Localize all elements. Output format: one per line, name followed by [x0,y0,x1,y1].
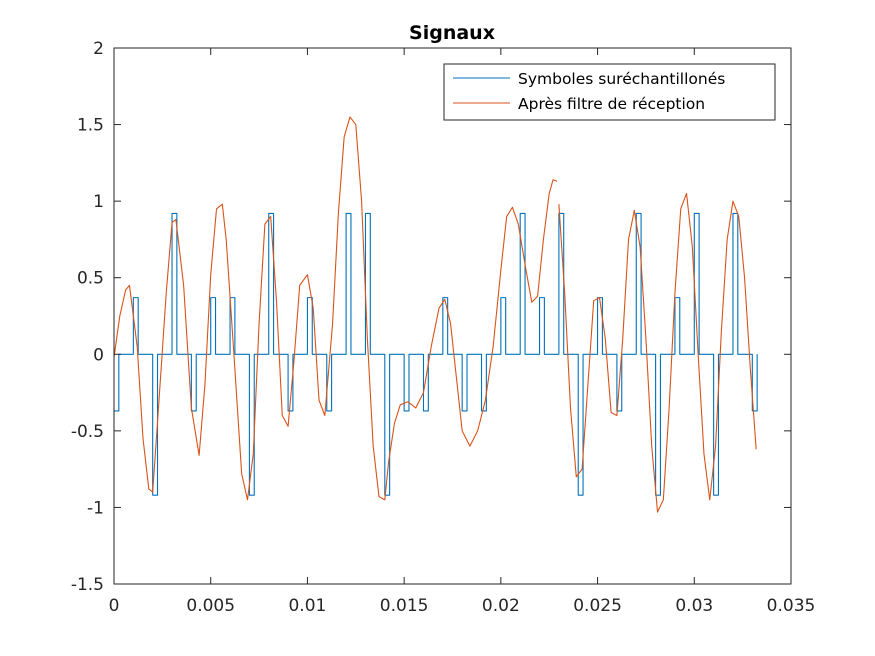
y-tick-label: -1 [87,498,104,518]
x-tick-label: 0.025 [573,596,622,616]
legend-box [443,63,776,121]
y-tick-label: -1.5 [71,575,104,595]
series-layer [113,116,758,513]
legend-label: Après filtre de réception [518,95,705,113]
axes-layer: 0 0.005 0.01 0.015 0.02 0.025 0.03 0.035 -1.5 -1 -… [71,39,816,616]
chart-title: Signaux [409,22,495,44]
x-tick-label: 0.02 [482,596,520,616]
x-tick-label: 0.035 [767,596,816,616]
x-tick-label: 0.03 [675,596,713,616]
y-tick-label: -0.5 [71,422,104,442]
series-line-0 [114,212,758,496]
y-tick-label: 2 [93,39,104,59]
series-line-2 [558,192,757,513]
y-tick-label: 0.5 [77,269,104,289]
y-tick-label: 1.5 [77,116,104,136]
series-line-1 [113,116,558,501]
legend: Symboles suréchantillonés Après filtre de… [443,63,776,121]
x-tick-label: 0.005 [186,596,235,616]
legend-label: Symboles suréchantillonés [518,70,725,88]
x-tick-label: 0.01 [288,596,326,616]
plot-area [114,48,791,584]
y-tick-label: 0 [93,345,104,365]
y-tick-label: 1 [93,192,104,212]
axes-box [113,47,792,585]
x-tick-label: 0 [109,596,120,616]
x-tick-label: 0.015 [380,596,429,616]
